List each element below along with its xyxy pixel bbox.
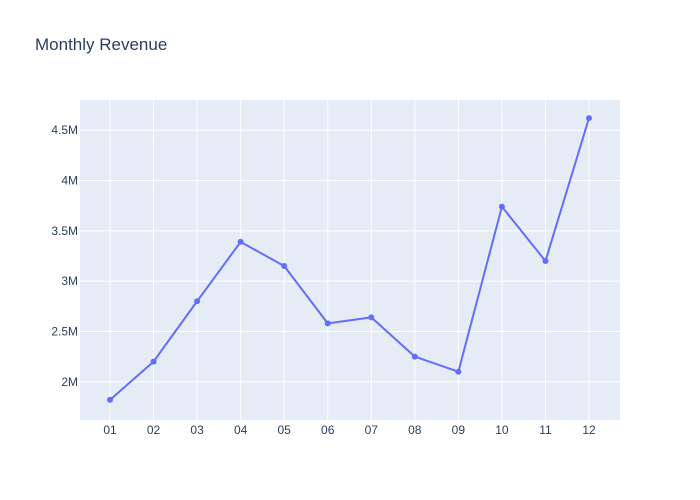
chart-title: Monthly Revenue: [35, 35, 167, 54]
x-tick-label: 01: [103, 423, 117, 437]
y-tick-label: 3M: [61, 274, 78, 288]
data-point[interactable]: [150, 358, 157, 365]
y-gridlines: [80, 129, 620, 383]
x-tick-label: 02: [147, 423, 161, 437]
x-tick-label: 11: [539, 423, 552, 437]
data-point[interactable]: [107, 396, 113, 403]
data-point[interactable]: [498, 203, 505, 210]
x-tick-label: 09: [452, 423, 466, 437]
x-tick-label: 04: [234, 423, 248, 437]
y-tick-label: 3.5M: [51, 224, 78, 238]
y-tick-label: 4M: [61, 174, 78, 188]
data-point[interactable]: [542, 258, 549, 265]
data-point[interactable]: [194, 298, 201, 305]
data-point[interactable]: [586, 115, 592, 122]
series-line: [109, 117, 590, 401]
y-axis-tick-labels: 2M 2.5M 3M 3.5M 4M 4.5M: [51, 123, 78, 389]
x-tick-label: 08: [408, 423, 422, 437]
data-point[interactable]: [237, 238, 244, 245]
x-tick-label: 03: [190, 423, 204, 437]
y-tick-label: 4.5M: [51, 123, 78, 137]
data-point[interactable]: [455, 368, 462, 375]
x-tick-label: 07: [365, 423, 379, 437]
data-point[interactable]: [281, 263, 288, 270]
y-tick-label: 2M: [61, 375, 78, 389]
data-point[interactable]: [368, 314, 375, 321]
x-tick-label: 10: [495, 423, 509, 437]
x-tick-label: 05: [278, 423, 292, 437]
x-axis-tick-labels: 01 02 03 04 05 06 07 08 09 10 11 12: [103, 423, 596, 437]
x-tick-label: 06: [321, 423, 335, 437]
data-point[interactable]: [324, 320, 331, 327]
plot-area: [80, 100, 620, 420]
data-point[interactable]: [411, 353, 418, 360]
y-tick-label: 2.5M: [51, 324, 78, 338]
series-group: [107, 115, 592, 403]
x-tick-label: 12: [582, 423, 596, 437]
